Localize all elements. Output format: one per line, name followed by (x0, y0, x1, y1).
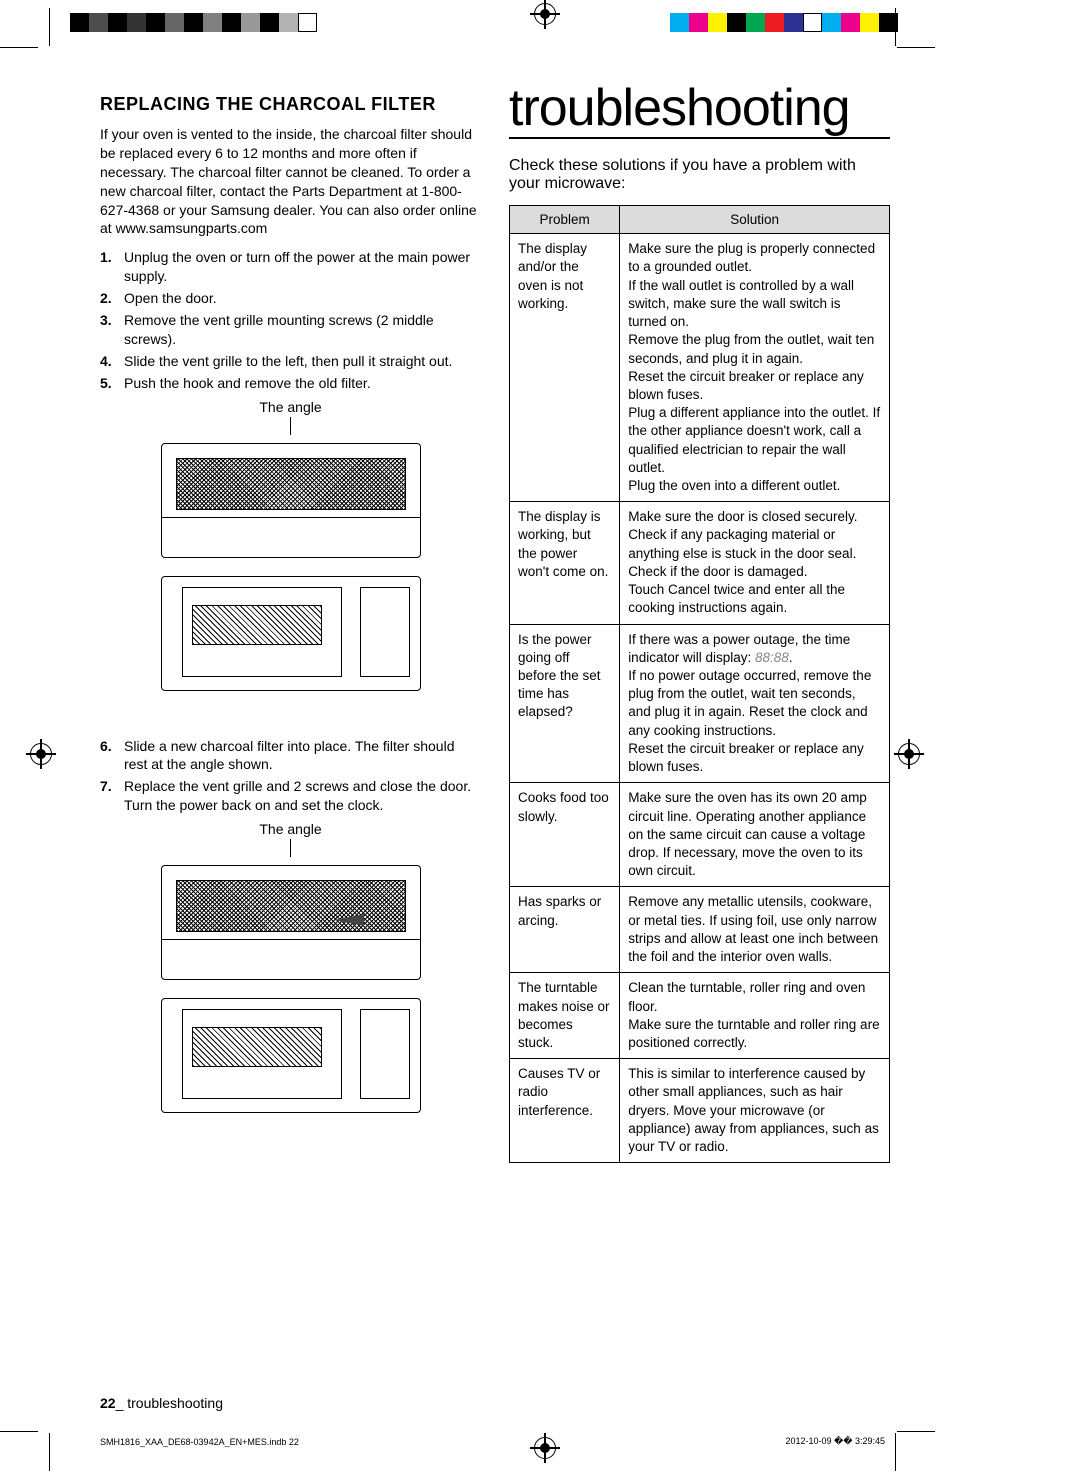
diagram-pointer (290, 839, 291, 857)
crop-mark (897, 47, 935, 48)
steps-list-1: Unplug the oven or turn off the power at… (100, 248, 481, 392)
intro-paragraph: If your oven is vented to the inside, th… (100, 125, 481, 238)
microwave-top-illustration (161, 443, 421, 558)
solution-cell: Remove any metallic utensils, cookware, … (620, 887, 890, 973)
print-colorbar-right (670, 13, 898, 32)
diagram-pointer (290, 417, 291, 435)
page-content: REPLACING THE CHARCOAL FILTER If your ov… (100, 80, 890, 1163)
table-row: The display is working, but the power wo… (510, 502, 890, 624)
table-row: Is the power going off before the set ti… (510, 624, 890, 783)
solution-cell: Make sure the oven has its own 20 amp ci… (620, 783, 890, 887)
section-heading-large: troubleshooting (509, 80, 890, 139)
troubleshooting-table: Problem Solution The display and/or the … (509, 205, 890, 1163)
solution-cell: This is similar to interference caused b… (620, 1059, 890, 1163)
crop-mark (895, 1433, 896, 1471)
crop-mark (0, 47, 38, 48)
problem-cell: The display is working, but the power wo… (510, 502, 620, 624)
crop-mark (49, 1433, 50, 1471)
diagram-label: The angle (100, 399, 481, 415)
step-item: Unplug the oven or turn off the power at… (100, 248, 481, 286)
insert-arrow-icon (334, 914, 364, 926)
microwave-front-illustration (161, 998, 421, 1113)
step-item: Slide the vent grille to the left, then … (100, 352, 481, 371)
solution-cell: Make sure the door is closed securely.Ch… (620, 502, 890, 624)
microwave-front-illustration (161, 576, 421, 691)
footer-timestamp: 2012-10-09 �� 3:29:45 (785, 1436, 885, 1447)
page-number: 22_ troubleshooting (100, 1395, 223, 1411)
table-row: Causes TV or radio interference.This is … (510, 1059, 890, 1163)
table-row: The turntable makes noise or becomes stu… (510, 973, 890, 1059)
problem-cell: Has sparks or arcing. (510, 887, 620, 973)
right-column: troubleshooting Check these solutions if… (509, 80, 890, 1163)
diagram-label: The angle (100, 821, 481, 837)
problem-cell: Cooks food too slowly. (510, 783, 620, 887)
table-body: The display and/or the oven is not worki… (510, 234, 890, 1163)
print-colorbar-left (70, 13, 317, 32)
solution-cell: If there was a power outage, the time in… (620, 624, 890, 783)
section-heading: REPLACING THE CHARCOAL FILTER (100, 94, 481, 115)
problem-cell: The display and/or the oven is not worki… (510, 234, 620, 502)
problem-cell: Causes TV or radio interference. (510, 1059, 620, 1163)
problem-cell: The turntable makes noise or becomes stu… (510, 973, 620, 1059)
registration-mark-icon (534, 1437, 556, 1459)
solution-cell: Clean the turntable, roller ring and ove… (620, 973, 890, 1059)
solution-cell: Make sure the plug is properly connected… (620, 234, 890, 502)
step-item: Push the hook and remove the old filter. (100, 374, 481, 393)
crop-mark (49, 8, 50, 46)
registration-mark-icon (30, 743, 52, 765)
step-item: Replace the vent grille and 2 screws and… (100, 777, 481, 815)
table-row: Cooks food too slowly.Make sure the oven… (510, 783, 890, 887)
sub-heading: Check these solutions if you have a prob… (509, 157, 890, 193)
crop-mark (0, 1431, 38, 1432)
table-header-solution: Solution (620, 206, 890, 234)
step-item: Slide a new charcoal filter into place. … (100, 737, 481, 775)
left-column: REPLACING THE CHARCOAL FILTER If your ov… (100, 80, 481, 1163)
table-row: Has sparks or arcing.Remove any metallic… (510, 887, 890, 973)
registration-mark-icon (898, 743, 920, 765)
registration-mark-icon (534, 3, 556, 25)
step-item: Remove the vent grille mounting screws (… (100, 311, 481, 349)
step-item: Open the door. (100, 289, 481, 308)
table-header-problem: Problem (510, 206, 620, 234)
footer-filename: SMH1816_XAA_DE68-03942A_EN+MES.indb 22 (100, 1437, 299, 1447)
steps-list-2: Slide a new charcoal filter into place. … (100, 737, 481, 816)
filter-removal-diagram (151, 443, 431, 723)
microwave-top-illustration (161, 865, 421, 980)
table-row: The display and/or the oven is not worki… (510, 234, 890, 502)
crop-mark (897, 1431, 935, 1432)
filter-install-diagram (151, 865, 431, 1145)
problem-cell: Is the power going off before the set ti… (510, 624, 620, 783)
